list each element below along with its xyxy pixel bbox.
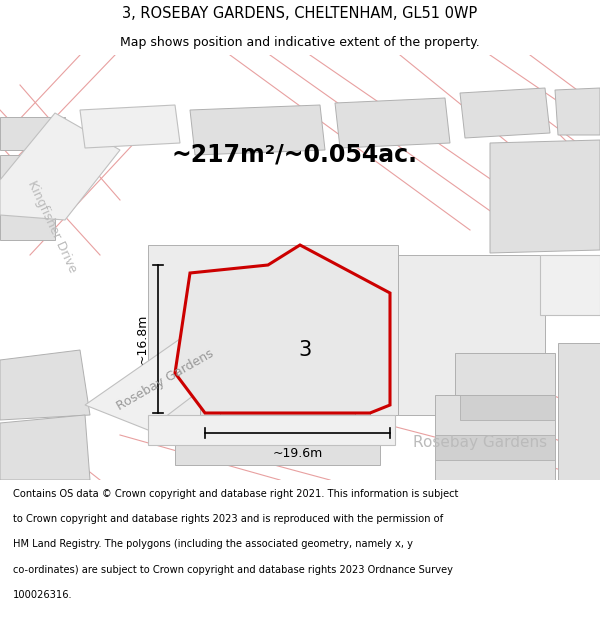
Text: 100026316.: 100026316. bbox=[13, 590, 73, 600]
Polygon shape bbox=[220, 393, 355, 415]
Polygon shape bbox=[555, 88, 600, 135]
Polygon shape bbox=[540, 255, 600, 315]
Polygon shape bbox=[460, 395, 555, 420]
Text: to Crown copyright and database rights 2023 and is reproduced with the permissio: to Crown copyright and database rights 2… bbox=[13, 514, 443, 524]
Text: ~16.8m: ~16.8m bbox=[136, 314, 149, 364]
Text: Rosebay Gardens: Rosebay Gardens bbox=[114, 347, 216, 413]
Text: HM Land Registry. The polygons (including the associated geometry, namely x, y: HM Land Registry. The polygons (includin… bbox=[13, 539, 413, 549]
Polygon shape bbox=[175, 420, 380, 465]
Text: 3, ROSEBAY GARDENS, CHELTENHAM, GL51 0WP: 3, ROSEBAY GARDENS, CHELTENHAM, GL51 0WP bbox=[122, 6, 478, 21]
Polygon shape bbox=[0, 350, 90, 420]
Polygon shape bbox=[85, 325, 260, 430]
Polygon shape bbox=[190, 105, 325, 155]
Polygon shape bbox=[435, 395, 555, 480]
Polygon shape bbox=[435, 435, 555, 460]
Polygon shape bbox=[0, 113, 120, 220]
Polygon shape bbox=[0, 415, 90, 480]
Text: Contains OS data © Crown copyright and database right 2021. This information is : Contains OS data © Crown copyright and d… bbox=[13, 489, 458, 499]
Text: Rosebay Gardens: Rosebay Gardens bbox=[413, 436, 547, 451]
Polygon shape bbox=[455, 353, 555, 395]
Polygon shape bbox=[148, 245, 398, 415]
Polygon shape bbox=[490, 140, 600, 253]
Polygon shape bbox=[175, 245, 390, 413]
Polygon shape bbox=[460, 88, 550, 138]
Text: ~19.6m: ~19.6m bbox=[272, 447, 323, 460]
Text: ~217m²/~0.054ac.: ~217m²/~0.054ac. bbox=[172, 143, 418, 167]
Text: co-ordinates) are subject to Crown copyright and database rights 2023 Ordnance S: co-ordinates) are subject to Crown copyr… bbox=[13, 565, 453, 575]
Polygon shape bbox=[0, 155, 60, 195]
Polygon shape bbox=[148, 415, 395, 445]
Polygon shape bbox=[200, 385, 370, 420]
Text: Kingfisher Drive: Kingfisher Drive bbox=[25, 179, 79, 275]
Polygon shape bbox=[558, 343, 600, 480]
Text: 3: 3 bbox=[298, 340, 311, 360]
Polygon shape bbox=[80, 105, 180, 148]
Polygon shape bbox=[335, 98, 450, 148]
Text: Map shows position and indicative extent of the property.: Map shows position and indicative extent… bbox=[120, 36, 480, 49]
Polygon shape bbox=[398, 255, 545, 415]
Polygon shape bbox=[0, 117, 65, 150]
Polygon shape bbox=[0, 203, 55, 240]
